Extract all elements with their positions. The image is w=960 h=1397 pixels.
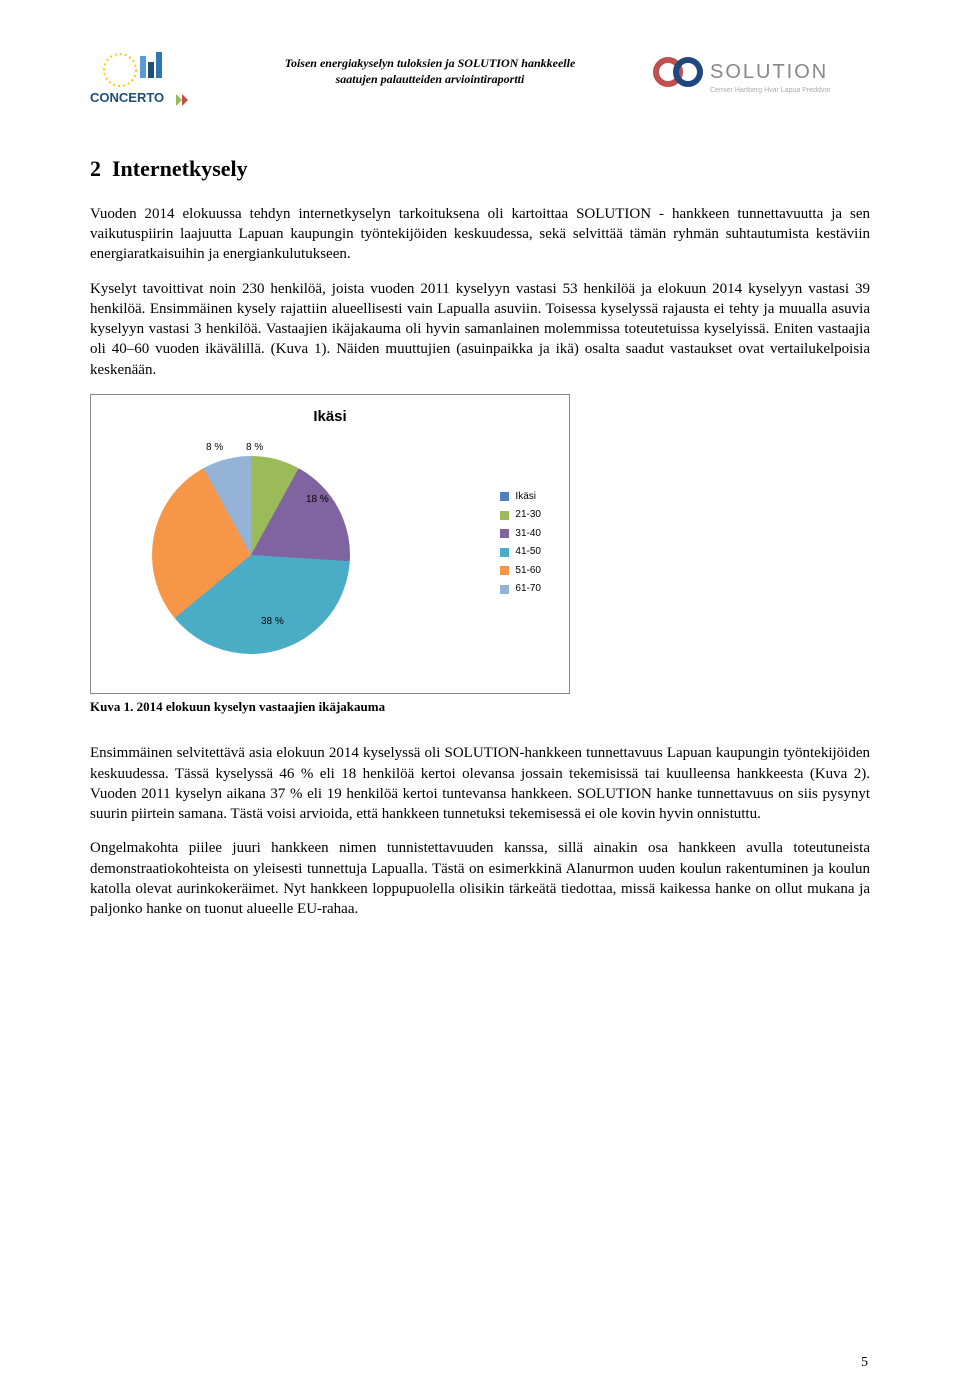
legend-swatch xyxy=(500,566,509,575)
legend-label: 41-50 xyxy=(515,545,541,559)
legend-label: Ikäsi xyxy=(515,490,536,504)
legend-label: 21-30 xyxy=(515,508,541,522)
pie-graphic xyxy=(151,455,351,655)
pie-wrap: 8 % 8 % 18 % 38 % 28 % xyxy=(151,455,351,655)
solution-logo-block: SOLUTION Cernier Hartberg Hvar Lapua Pre… xyxy=(640,50,870,108)
concerto-logo-block: CONCERTO xyxy=(90,50,220,116)
header-line1: Toisen energiakyselyn tuloksien ja SOLUT… xyxy=(285,56,576,72)
slice-label-51-60: 28 % xyxy=(121,535,144,549)
paragraph-4: Ongelmakohta piilee juuri hankkeen nimen… xyxy=(90,838,870,919)
header-line2: saatujen palautteiden arviointiraportti xyxy=(285,72,576,88)
section-number: 2 xyxy=(90,156,101,181)
legend-label: 31-40 xyxy=(515,527,541,541)
legend-row: 61-70 xyxy=(500,582,541,596)
solution-brand-text: SOLUTION xyxy=(710,61,828,83)
legend-swatch xyxy=(500,548,509,557)
chart-title: Ikäsi xyxy=(91,395,569,427)
legend-swatch xyxy=(500,585,509,594)
concerto-label: CONCERTO xyxy=(90,90,164,105)
legend-label: 61-70 xyxy=(515,582,541,596)
slice-label-31-40: 18 % xyxy=(306,493,329,507)
paragraph-2: Kyselyt tavoittivat noin 230 henkilöä, j… xyxy=(90,279,870,380)
legend-label: 51-60 xyxy=(515,564,541,578)
chart-legend: Ikäsi 21-30 31-40 41-50 51-60 61-70 xyxy=(500,490,541,601)
solution-logo-icon: SOLUTION Cernier Hartberg Hvar Lapua Pre… xyxy=(650,50,870,102)
header-subtitle: Toisen energiakyselyn tuloksien ja SOLUT… xyxy=(285,50,576,87)
legend-row: 31-40 xyxy=(500,527,541,541)
page-header: CONCERTO Toisen energiakyselyn tuloksien… xyxy=(90,50,870,116)
legend-row: Ikäsi xyxy=(500,490,541,504)
legend-row: 41-50 xyxy=(500,545,541,559)
section-heading: 2 Internetkysely xyxy=(90,154,870,184)
concerto-logo-icon: CONCERTO xyxy=(90,50,210,110)
solution-sub-text: Cernier Hartberg Hvar Lapua Preddvor xyxy=(710,87,831,94)
slice-label-41-50: 38 % xyxy=(261,615,284,629)
paragraph-3: Ensimmäinen selvitettävä asia elokuun 20… xyxy=(90,743,870,824)
legend-row: 21-30 xyxy=(500,508,541,522)
figure-caption: Kuva 1. 2014 elokuun kyselyn vastaajien … xyxy=(90,698,870,716)
legend-swatch xyxy=(500,492,509,501)
slice-label-21-30: 8 % xyxy=(246,441,263,455)
legend-swatch xyxy=(500,529,509,538)
section-title-text: Internetkysely xyxy=(112,156,248,181)
paragraph-1: Vuoden 2014 elokuussa tehdyn internetkys… xyxy=(90,204,870,265)
legend-row: 51-60 xyxy=(500,564,541,578)
legend-swatch xyxy=(500,511,509,520)
age-pie-chart: Ikäsi 8 % 8 % 18 % 38 % 28 % Ikäsi 21-30 3… xyxy=(90,394,570,694)
page-number: 5 xyxy=(861,1354,868,1373)
slice-label-61-70: 8 % xyxy=(206,441,223,455)
